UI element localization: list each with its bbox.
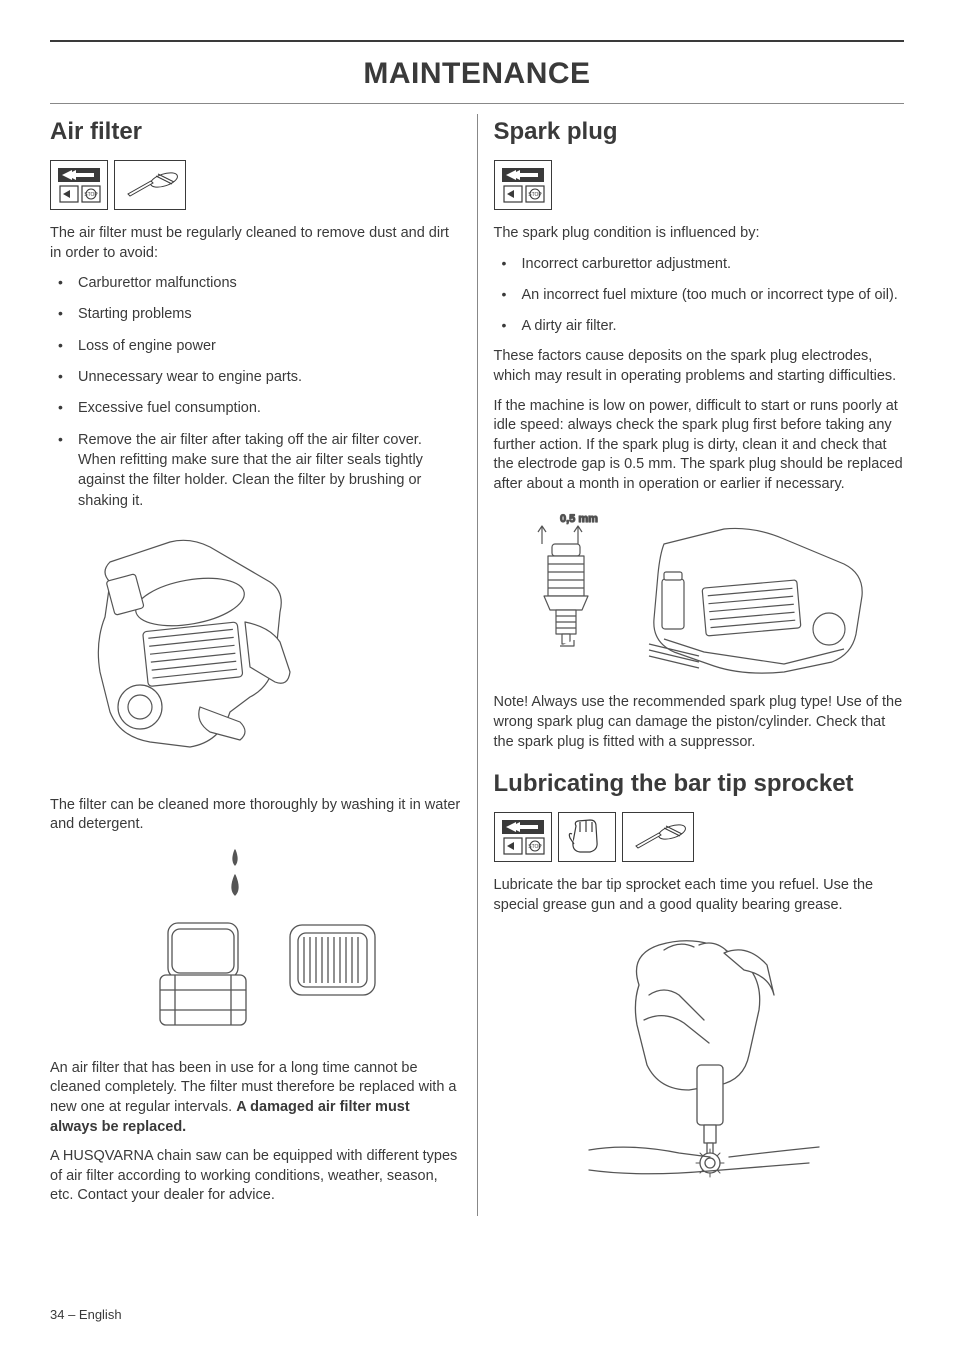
screwdriver-icon (622, 812, 694, 862)
icon-row-spark-plug: STOP (494, 160, 905, 210)
bullet-item: A dirty air filter. (494, 316, 905, 336)
svg-text:STOP: STOP (528, 844, 542, 850)
spark-plug-bullets: Incorrect carburettor adjustment. An inc… (494, 254, 905, 337)
illustration-spark-plug: 0,5 mm (494, 504, 905, 679)
bullet-item: Unnecessary wear to engine parts. (50, 367, 461, 387)
rule-top (50, 40, 904, 42)
air-filter-p3: An air filter that has been in use for a… (50, 1059, 461, 1137)
screwdriver-icon (114, 160, 186, 210)
illustration-engine (50, 522, 461, 782)
spark-plug-intro: The spark plug condition is influenced b… (494, 224, 905, 244)
page-title: MAINTENANCE (50, 57, 904, 91)
air-filter-bullets: Carburettor malfunctions Starting proble… (50, 273, 461, 511)
air-filter-intro: The air filter must be regularly cleaned… (50, 224, 461, 263)
content-columns: Air filter STOP (50, 114, 904, 1216)
gap-label: 0,5 mm (560, 513, 598, 525)
illustration-grease-gun (494, 925, 905, 1185)
svg-text:STOP: STOP (528, 192, 542, 198)
lubricating-p: Lubricate the bar tip sprocket each time… (494, 876, 905, 915)
air-filter-p2: The filter can be cleaned more thoroughl… (50, 796, 461, 835)
bullet-item: Excessive fuel consumption. (50, 398, 461, 418)
bullet-item: Incorrect carburettor adjustment. (494, 254, 905, 274)
svg-text:STOP: STOP (84, 192, 98, 198)
stop-switch-icon: STOP (494, 160, 552, 210)
gloves-icon (558, 812, 616, 862)
bullet-item: Remove the air filter after taking off t… (50, 430, 461, 511)
icon-row-air-filter: STOP (50, 160, 461, 210)
column-left: Air filter STOP (50, 114, 478, 1216)
stop-switch-icon: STOP (494, 812, 552, 862)
air-filter-p4: A HUSQVARNA chain saw can be equipped wi… (50, 1147, 461, 1206)
heading-lubricating: Lubricating the bar tip sprocket (494, 770, 905, 798)
bullet-item: Carburettor malfunctions (50, 273, 461, 293)
icon-row-lubricating: STOP (494, 812, 905, 862)
heading-air-filter: Air filter (50, 118, 461, 146)
bullet-item: An incorrect fuel mixture (too much or i… (494, 285, 905, 305)
spark-plug-p2: If the machine is low on power, difficul… (494, 397, 905, 495)
rule-mid (50, 103, 904, 104)
bullet-item: Loss of engine power (50, 336, 461, 356)
spark-plug-p1: These factors cause deposits on the spar… (494, 347, 905, 386)
page-footer: 34 – English (50, 1307, 122, 1322)
column-right: Spark plug STOP The spark plug condition… (478, 114, 905, 1216)
spark-plug-p3: Note! Always use the recommended spark p… (494, 693, 905, 752)
illustration-filter-wash (50, 845, 461, 1045)
heading-spark-plug: Spark plug (494, 118, 905, 146)
bullet-item: Starting problems (50, 304, 461, 324)
stop-switch-icon: STOP (50, 160, 108, 210)
